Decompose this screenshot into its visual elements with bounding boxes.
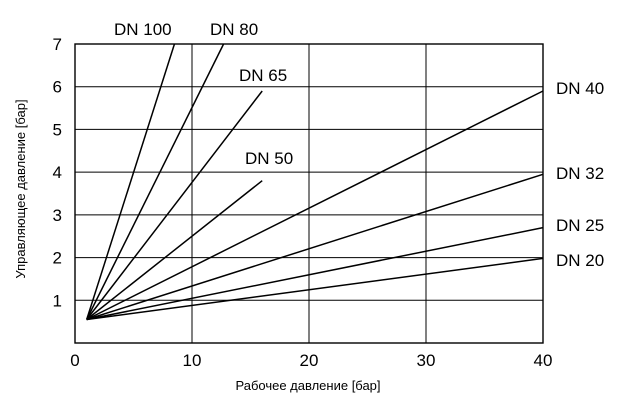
x-tick-label: 20 bbox=[300, 351, 319, 370]
y-tick-label: 3 bbox=[53, 206, 62, 225]
series-line-dn-100 bbox=[85, 43, 176, 320]
series-label-dn-20: DN 20 bbox=[556, 251, 604, 270]
y-tick-label: 7 bbox=[53, 35, 62, 54]
tick-labels: 0 10 20 30 40 1 2 3 4 5 6 7 bbox=[53, 35, 553, 370]
x-axis-title: Рабочее давление [бар] bbox=[235, 378, 380, 393]
y-axis-title: Управляющее давление [бар] bbox=[13, 99, 28, 278]
x-tick-label: 30 bbox=[417, 351, 436, 370]
x-tick-label: 0 bbox=[70, 351, 79, 370]
series-lines bbox=[85, 43, 544, 321]
y-tick-label: 4 bbox=[53, 163, 62, 182]
series-label-dn-65: DN 65 bbox=[239, 66, 287, 85]
series-line-dn-40 bbox=[86, 90, 544, 321]
series-line-dn-32 bbox=[86, 173, 544, 321]
series-label-dn-32: DN 32 bbox=[556, 164, 604, 183]
series-line-dn-25 bbox=[86, 226, 544, 321]
y-tick-label: 5 bbox=[53, 120, 62, 139]
grid bbox=[75, 44, 543, 343]
y-tick-label: 1 bbox=[53, 291, 62, 310]
x-tick-label: 10 bbox=[183, 351, 202, 370]
x-tick-label: 40 bbox=[534, 351, 553, 370]
series-line-dn-80 bbox=[86, 43, 225, 320]
series-line-dn-65 bbox=[86, 90, 263, 320]
series-labels: DN 100 DN 80 DN 65 DN 50 DN 40 DN 32 DN 25 DN 2… bbox=[114, 20, 604, 270]
series-line-dn-20 bbox=[86, 257, 544, 321]
series-label-dn-40: DN 40 bbox=[556, 79, 604, 98]
series-label-dn-80: DN 80 bbox=[210, 20, 258, 39]
series-line-dn-50 bbox=[86, 180, 263, 321]
y-tick-label: 6 bbox=[53, 78, 62, 97]
y-tick-label: 2 bbox=[53, 249, 62, 268]
series-label-dn-100: DN 100 bbox=[114, 20, 172, 39]
plot-frame bbox=[74, 43, 544, 344]
series-label-dn-50: DN 50 bbox=[245, 149, 293, 168]
series-label-dn-25: DN 25 bbox=[556, 216, 604, 235]
